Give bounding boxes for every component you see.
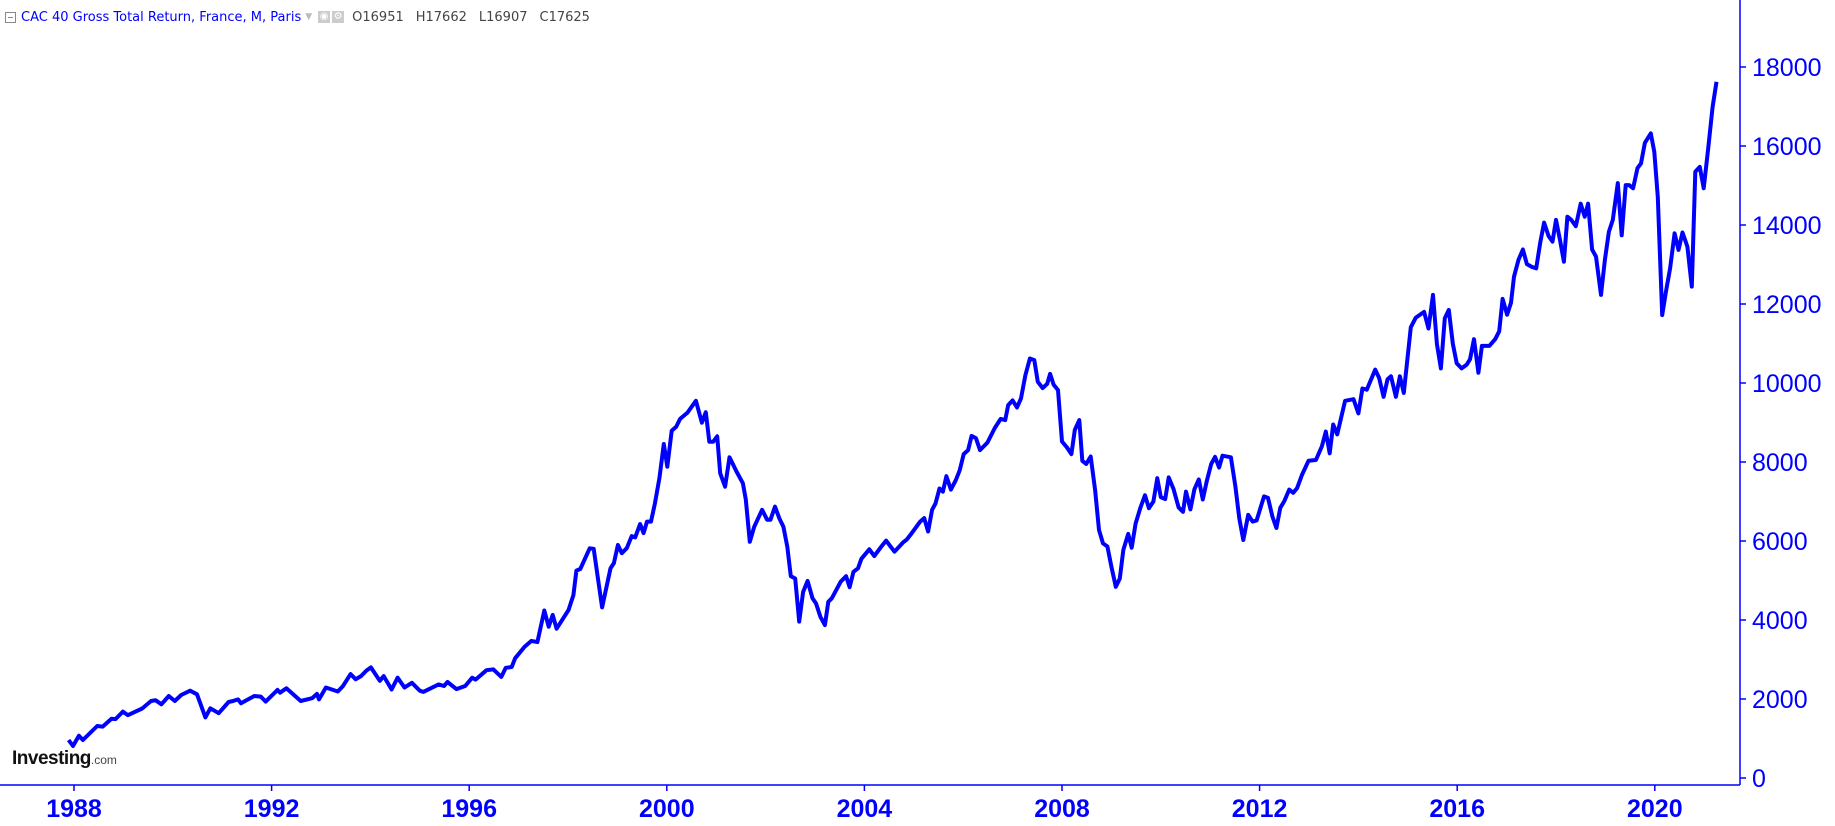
y-tick-label: 12000 xyxy=(1752,291,1822,319)
price-line xyxy=(66,81,1719,748)
low-value: L16907 xyxy=(478,9,528,25)
y-tick-label: 4000 xyxy=(1752,607,1808,635)
chart-legend-header: CAC 40 Gross Total Return, France, M, Pa… xyxy=(5,8,590,26)
x-tick-label: 2020 xyxy=(1627,795,1683,823)
close-value: C17625 xyxy=(539,9,590,25)
chevron-down-icon[interactable]: ▼ xyxy=(305,12,313,22)
y-tick-label: 2000 xyxy=(1752,686,1808,714)
investing-logo: Investing.com xyxy=(12,748,117,769)
y-tick-label: 0 xyxy=(1752,765,1766,793)
gear-icon[interactable]: ⚙ xyxy=(332,11,345,23)
x-tick-label: 2012 xyxy=(1232,795,1288,823)
x-tick-label: 2008 xyxy=(1034,795,1090,823)
y-tick-label: 6000 xyxy=(1752,528,1808,556)
y-tick-label: 16000 xyxy=(1752,133,1822,161)
collapse-icon[interactable] xyxy=(5,11,16,23)
y-tick-label: 14000 xyxy=(1752,212,1822,240)
y-tick-label: 10000 xyxy=(1752,370,1822,398)
x-tick-label: 2004 xyxy=(837,795,893,823)
visibility-icon[interactable]: ◉ xyxy=(318,11,331,23)
x-tick-label: 2016 xyxy=(1429,795,1485,823)
x-tick-label: 2000 xyxy=(639,795,695,823)
instrument-title[interactable]: CAC 40 Gross Total Return, France, M, Pa… xyxy=(21,9,302,25)
y-tick-label: 18000 xyxy=(1752,54,1822,82)
high-value: H17662 xyxy=(415,9,467,25)
x-tick-label: 1992 xyxy=(244,795,300,823)
open-value: O16951 xyxy=(352,9,404,25)
x-tick-label: 1996 xyxy=(441,795,497,823)
y-tick-label: 8000 xyxy=(1752,449,1808,477)
x-tick-label: 1988 xyxy=(46,795,102,823)
